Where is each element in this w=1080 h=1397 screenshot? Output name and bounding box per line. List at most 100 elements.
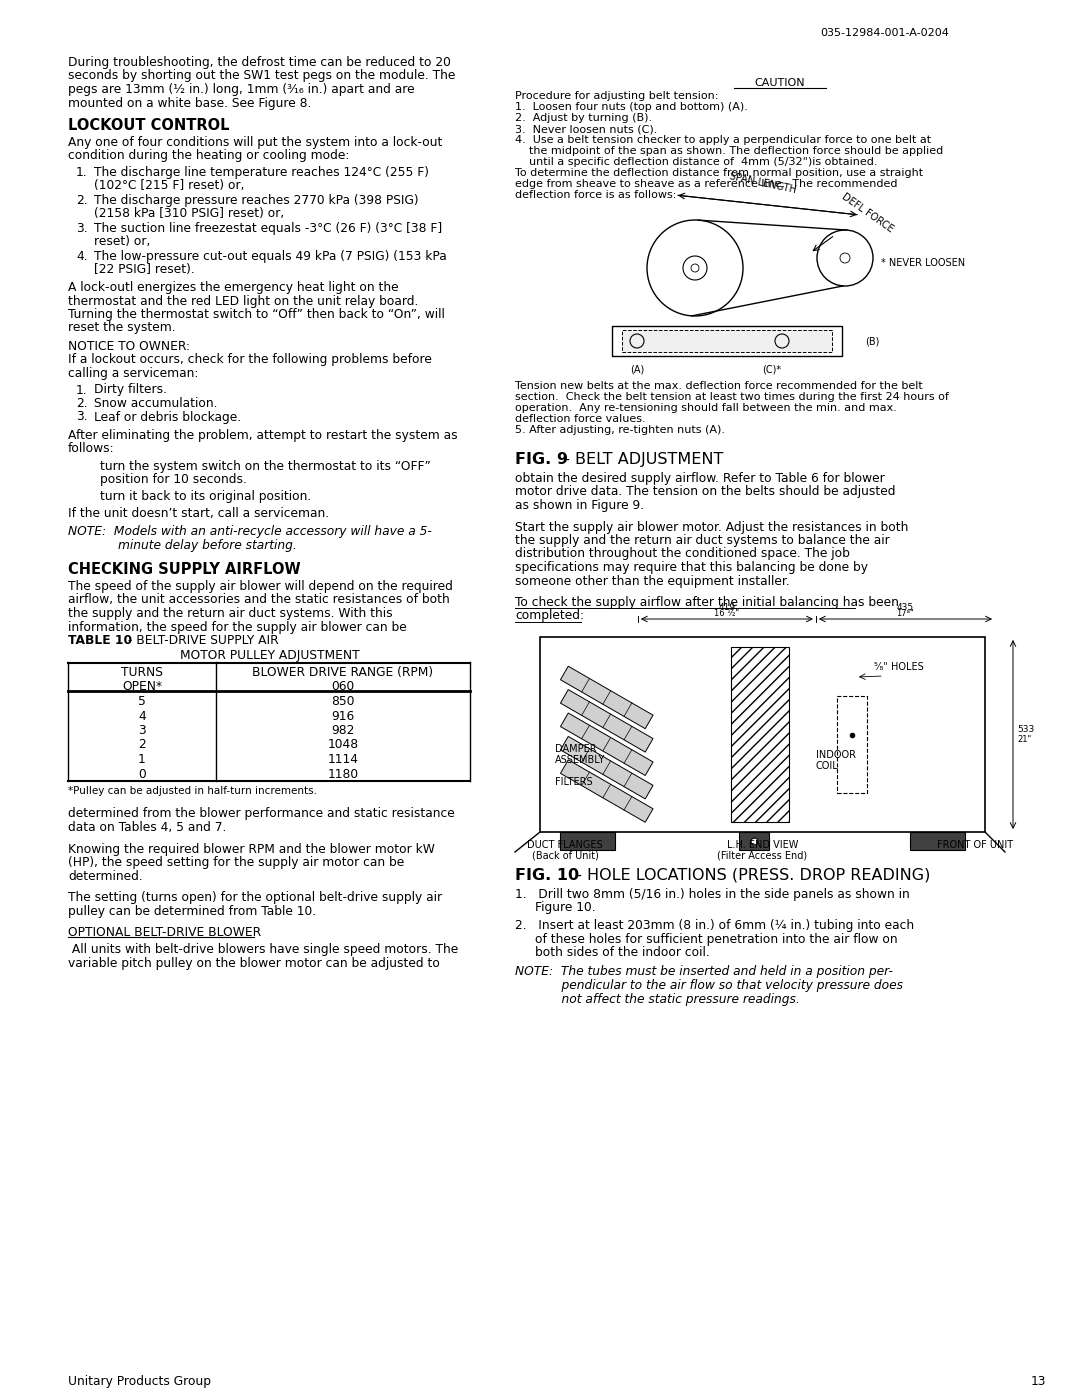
Text: (Back of Unit): (Back of Unit) — [531, 851, 598, 861]
Text: 1: 1 — [138, 753, 146, 766]
Text: operation.  Any re-tensioning should fall between the min. and max.: operation. Any re-tensioning should fall… — [515, 402, 896, 414]
Text: 1.: 1. — [76, 384, 87, 397]
Text: pegs are 13mm (½ in.) long, 1mm (³⁄₁₆ in.) apart and are: pegs are 13mm (½ in.) long, 1mm (³⁄₁₆ in… — [68, 82, 415, 96]
Text: not affect the static pressure readings.: not affect the static pressure readings. — [515, 992, 800, 1006]
Polygon shape — [561, 736, 653, 799]
Text: (C)*: (C)* — [762, 365, 782, 374]
Text: 3.: 3. — [76, 411, 87, 423]
Text: calling a serviceman:: calling a serviceman: — [68, 367, 199, 380]
Text: TURNS: TURNS — [121, 666, 163, 679]
Text: 1114: 1114 — [327, 753, 359, 766]
Text: 2.  Adjust by turning (B).: 2. Adjust by turning (B). — [515, 113, 652, 123]
Text: 1.: 1. — [76, 166, 87, 179]
Text: Knowing the required blower RPM and the blower motor kW: Knowing the required blower RPM and the … — [68, 842, 435, 855]
Text: The discharge pressure reaches 2770 kPa (398 PSIG): The discharge pressure reaches 2770 kPa … — [94, 194, 419, 207]
Text: NOTE:  The tubes must be inserted and held in a position per-: NOTE: The tubes must be inserted and hel… — [515, 965, 893, 978]
Text: determined.: determined. — [68, 869, 143, 883]
Text: ⁵⁄₈" HOLES: ⁵⁄₈" HOLES — [874, 662, 923, 672]
Text: 4: 4 — [138, 710, 146, 722]
Text: During troubleshooting, the defrost time can be reduced to 20: During troubleshooting, the defrost time… — [68, 56, 450, 68]
Text: 16 ½": 16 ½" — [714, 609, 740, 617]
Text: data on Tables 4, 5 and 7.: data on Tables 4, 5 and 7. — [68, 821, 227, 834]
Text: MOTOR PULLEY ADJUSTMENT: MOTOR PULLEY ADJUSTMENT — [180, 650, 360, 662]
Text: SPAN LENGTH: SPAN LENGTH — [728, 170, 797, 196]
Text: The setting (turns open) for the optional belt-drive supply air: The setting (turns open) for the optiona… — [68, 891, 442, 904]
Text: BLOWER DRIVE RANGE (RPM): BLOWER DRIVE RANGE (RPM) — [253, 666, 433, 679]
Bar — [622, 330, 832, 352]
Text: COIL: COIL — [815, 761, 839, 771]
Text: reset) or,: reset) or, — [94, 236, 150, 249]
Text: 060: 060 — [332, 679, 354, 693]
Text: 419: 419 — [718, 604, 735, 612]
Text: variable pitch pulley on the blower motor can be adjusted to: variable pitch pulley on the blower moto… — [68, 957, 440, 970]
Text: specifications may require that this balancing be done by: specifications may require that this bal… — [515, 562, 868, 574]
Text: Turning the thermostat switch to “Off” then back to “On”, will: Turning the thermostat switch to “Off” t… — [68, 307, 445, 321]
Text: (2158 kPa [310 PSIG] reset) or,: (2158 kPa [310 PSIG] reset) or, — [94, 208, 284, 221]
Text: Figure 10.: Figure 10. — [535, 901, 596, 915]
Text: 916: 916 — [332, 710, 354, 722]
Text: 5. After adjusting, re-tighten nuts (A).: 5. After adjusting, re-tighten nuts (A). — [515, 425, 725, 434]
Text: Dirty filters.: Dirty filters. — [94, 384, 167, 397]
Polygon shape — [561, 666, 653, 729]
Bar — [561, 833, 615, 849]
Text: obtain the desired supply airflow. Refer to Table 6 for blower: obtain the desired supply airflow. Refer… — [515, 472, 885, 485]
Text: 1.   Drill two 8mm (5/16 in.) holes in the side panels as shown in: 1. Drill two 8mm (5/16 in.) holes in the… — [515, 888, 909, 901]
Text: determined from the blower performance and static resistance: determined from the blower performance a… — [68, 807, 455, 820]
Text: INDOOR: INDOOR — [815, 750, 855, 760]
Polygon shape — [561, 712, 653, 775]
Text: 2.   Insert at least 203mm (8 in.) of 6mm (¼ in.) tubing into each: 2. Insert at least 203mm (8 in.) of 6mm … — [515, 919, 914, 932]
Text: After eliminating the problem, attempt to restart the system as: After eliminating the problem, attempt t… — [68, 429, 458, 441]
Text: 3: 3 — [138, 724, 146, 738]
Text: ASSEMBLY: ASSEMBLY — [555, 756, 606, 766]
Text: 5: 5 — [138, 694, 146, 708]
Text: 4.  Use a belt tension checker to apply a perpendicular force to one belt at: 4. Use a belt tension checker to apply a… — [515, 136, 931, 145]
Text: * NEVER LOOSEN: * NEVER LOOSEN — [881, 258, 966, 268]
Polygon shape — [561, 760, 653, 823]
Polygon shape — [561, 690, 653, 752]
Text: FRONT OF UNIT: FRONT OF UNIT — [937, 840, 1013, 849]
Text: NOTE:  Models with an anti-recycle accessory will have a 5-: NOTE: Models with an anti-recycle access… — [68, 525, 432, 538]
Text: someone other than the equipment installer.: someone other than the equipment install… — [515, 574, 789, 588]
Text: position for 10 seconds.: position for 10 seconds. — [100, 474, 247, 486]
Text: deflection force values.: deflection force values. — [515, 414, 646, 425]
Text: To check the supply airflow after the initial balancing has been: To check the supply airflow after the in… — [515, 597, 899, 609]
Text: The low-pressure cut-out equals 49 kPa (7 PSIG) (153 kPa: The low-pressure cut-out equals 49 kPa (… — [94, 250, 447, 263]
Text: the midpoint of the span as shown. The deflection force should be applied: the midpoint of the span as shown. The d… — [529, 147, 943, 156]
Text: L.H. END VIEW: L.H. END VIEW — [727, 840, 798, 849]
Text: 035-12984-001-A-0204: 035-12984-001-A-0204 — [820, 28, 949, 38]
Text: TABLE 10: TABLE 10 — [68, 634, 132, 647]
Text: edge from sheave to sheave as a reference line.  The recommended: edge from sheave to sheave as a referenc… — [515, 179, 897, 189]
Text: (A): (A) — [630, 365, 644, 374]
Text: Snow accumulation.: Snow accumulation. — [94, 397, 217, 409]
Text: motor drive data. The tension on the belts should be adjusted: motor drive data. The tension on the bel… — [515, 486, 895, 499]
Text: condition during the heating or cooling mode:: condition during the heating or cooling … — [68, 149, 349, 162]
Text: Tension new belts at the max. deflection force recommended for the belt: Tension new belts at the max. deflection… — [515, 381, 922, 391]
Text: 13: 13 — [1030, 1375, 1045, 1389]
Bar — [837, 696, 866, 793]
Text: The speed of the supply air blower will depend on the required: The speed of the supply air blower will … — [68, 580, 453, 592]
Text: The suction line freezestat equals -3°C (26 F) (3°C [38 F]: The suction line freezestat equals -3°C … — [94, 222, 442, 235]
Text: 3.  Never loosen nuts (C).: 3. Never loosen nuts (C). — [515, 124, 658, 134]
Text: 2: 2 — [138, 739, 146, 752]
Text: All units with belt-drive blowers have single speed motors. The: All units with belt-drive blowers have s… — [68, 943, 458, 957]
Text: minute delay before starting.: minute delay before starting. — [118, 538, 297, 552]
Text: mounted on a white base. See Figure 8.: mounted on a white base. See Figure 8. — [68, 96, 311, 109]
Text: information, the speed for the supply air blower can be: information, the speed for the supply ai… — [68, 620, 407, 633]
Text: 2.: 2. — [76, 397, 87, 409]
Text: 3.: 3. — [76, 222, 87, 235]
Bar — [731, 647, 789, 821]
Text: reset the system.: reset the system. — [68, 321, 176, 334]
Text: Leaf or debris blockage.: Leaf or debris blockage. — [94, 411, 241, 423]
Text: deflection force is as follows:: deflection force is as follows: — [515, 190, 676, 200]
Bar — [612, 326, 842, 356]
Text: 1048: 1048 — [327, 739, 359, 752]
Text: 982: 982 — [332, 724, 354, 738]
Text: A lock-outl energizes the emergency heat light on the: A lock-outl energizes the emergency heat… — [68, 281, 399, 293]
Text: airflow, the unit accessories and the static resistances of both: airflow, the unit accessories and the st… — [68, 594, 449, 606]
Text: distribution throughout the conditioned space. The job: distribution throughout the conditioned … — [515, 548, 850, 560]
Text: *Pulley can be adjusted in half-turn increments.: *Pulley can be adjusted in half-turn inc… — [68, 787, 318, 796]
Text: CHECKING SUPPLY AIRFLOW: CHECKING SUPPLY AIRFLOW — [68, 562, 300, 577]
Text: The discharge line temperature reaches 124°C (255 F): The discharge line temperature reaches 1… — [94, 166, 429, 179]
Text: completed:: completed: — [515, 609, 584, 623]
Bar — [540, 637, 985, 833]
